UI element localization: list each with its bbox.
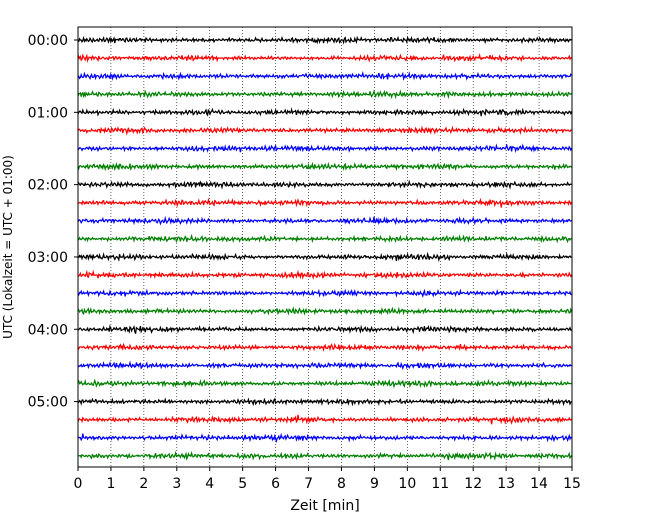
trace-row [77,342,572,352]
x-gridlines [110,27,540,467]
x-tick-label: 3 [172,476,181,492]
trace-row [77,269,573,280]
trace-row [77,233,572,244]
x-tick-label: 1 [106,476,115,492]
x-tick-label: 9 [370,476,379,492]
x-tick-label: 2 [139,476,148,492]
trace-rows [77,35,573,461]
trace-row [77,35,572,45]
trace-row [77,251,572,262]
trace-row [77,288,572,298]
trace-row [77,324,572,335]
trace-row [77,360,572,371]
y-tick-label: 04:00 [28,322,68,338]
x-tick-label: 5 [238,476,247,492]
y-tick-label: 01:00 [28,105,68,121]
trace-row [77,161,573,172]
x-tick-label: 12 [464,476,482,492]
plot-frame [77,26,573,468]
trace-row [77,107,573,117]
x-tick-label: 7 [304,476,313,492]
trace-row [77,197,573,208]
x-tick-label: 13 [497,476,515,492]
y-tick-label: 05:00 [28,395,68,411]
y-axis-label: UTC (Lokalzeit = UTC + 01:00) [1,155,15,339]
trace-row [77,125,572,136]
x-tick-label: 10 [398,476,416,492]
trace-row [77,179,572,190]
x-tick-label: 11 [431,476,449,492]
trace-row [77,450,573,461]
y-tick-label: 03:00 [28,250,68,266]
x-tick-label: 14 [530,476,548,492]
y-tick-label: 00:00 [28,33,68,49]
x-tick-label: 0 [74,476,83,492]
x-tick-label: 15 [563,476,581,492]
x-tick-label: 6 [271,476,280,492]
trace-row [77,414,573,425]
y-tick-label: 02:00 [28,178,68,194]
x-tick-label: 8 [337,476,346,492]
x-axis-label: Zeit [min] [290,498,359,514]
trace-row [77,52,572,64]
trace-row [77,378,572,389]
trace-row [77,306,573,316]
trace-row [77,70,573,81]
x-axis: 0 1 2 3 4 5 6 7 8 9 10 11 12 13 14 15 [74,467,581,492]
trace-row [77,143,573,154]
trace-row [77,432,573,443]
trace-row [77,89,573,100]
trace-row [77,397,572,407]
y-axis: 00:00 01:00 02:00 03:00 04:00 05:00 [28,33,78,411]
x-tick-label: 4 [205,476,214,492]
trace-row [77,215,572,226]
